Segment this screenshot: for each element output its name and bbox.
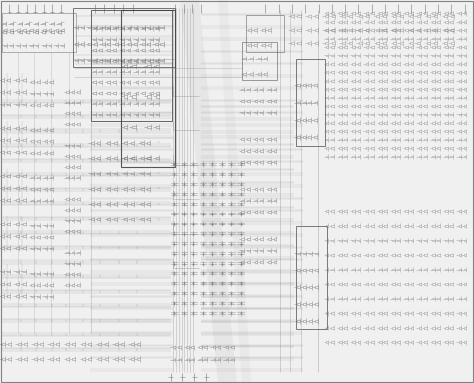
Bar (121, 10, 175, 167)
Bar (296, 59, 325, 146)
Polygon shape (218, 0, 251, 383)
Polygon shape (180, 0, 237, 383)
Bar (296, 226, 327, 329)
Bar (242, 42, 277, 80)
Bar (73, 8, 175, 67)
Bar (2, 13, 76, 52)
Bar (246, 15, 284, 52)
Bar (91, 10, 172, 121)
